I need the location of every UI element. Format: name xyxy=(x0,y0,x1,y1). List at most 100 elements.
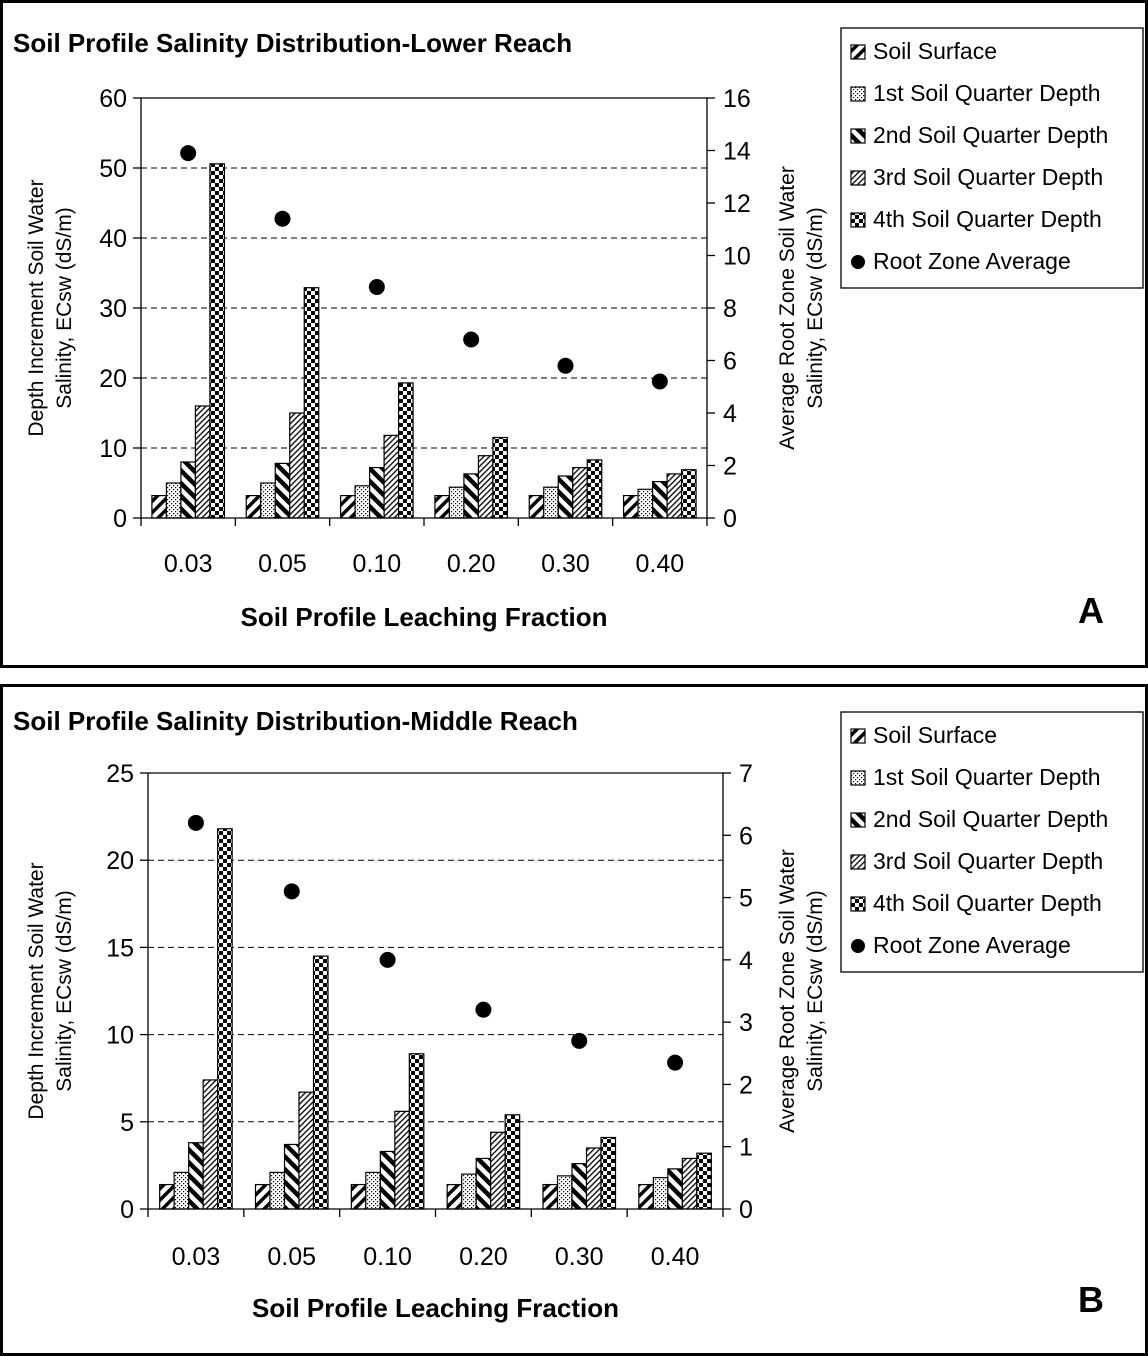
legend-label: 4th Soil Quarter Depth xyxy=(873,206,1102,232)
bar-3-3 xyxy=(368,467,385,519)
y-tick-label: 15 xyxy=(106,934,134,962)
bar-1-6 xyxy=(622,495,639,519)
y2-axis-title: Average Root Zone Soil Water Salinity, EC… xyxy=(776,849,827,1133)
bar-4-6 xyxy=(666,473,683,519)
bar-5-4 xyxy=(504,1114,521,1210)
legend-label: Root Zone Average xyxy=(873,248,1071,274)
root-zone-point-1 xyxy=(187,814,204,831)
bar-4-3 xyxy=(383,434,400,519)
x-tick-label: 0.20 xyxy=(447,550,496,578)
bar-4-2 xyxy=(298,1091,315,1210)
bar-1-3 xyxy=(350,1183,367,1210)
chart-b-svg: Soil Profile Salinity Distribution-Middl… xyxy=(13,706,1144,1323)
root-zone-point-1 xyxy=(180,145,197,162)
root-zone-point-5 xyxy=(571,1032,588,1049)
y2-tick-label: 2 xyxy=(723,453,737,481)
y-tick-label: 60 xyxy=(99,85,127,113)
bar-5-6 xyxy=(680,469,697,519)
bar-1-6 xyxy=(638,1183,654,1210)
bar-1-1 xyxy=(151,495,168,519)
bar-2-3 xyxy=(354,485,371,519)
bar-3-5 xyxy=(557,475,574,519)
chart-a-svg: Soil Profile Salinity Distribution-Lower… xyxy=(13,27,1144,632)
y2-axis-title-line: Salinity, ECsw (dS/m) xyxy=(804,207,827,408)
legend-label: 4th Soil Quarter Depth xyxy=(873,890,1102,916)
legend-label: 1st Soil Quarter Depth xyxy=(873,764,1101,790)
legend-label: 3rd Soil Quarter Depth xyxy=(873,848,1103,874)
root-zone-point-3 xyxy=(368,279,385,295)
root-zone-point-3 xyxy=(379,951,396,968)
bar-1-4 xyxy=(446,1183,463,1210)
legend-marker-root-zone xyxy=(851,939,865,953)
legend-label: Soil Surface xyxy=(873,722,997,748)
bar-4-4 xyxy=(477,455,494,519)
y2-tick-label: 0 xyxy=(739,1196,753,1224)
x-axis-title: Soil Profile Leaching Fraction xyxy=(252,1293,619,1323)
y2-axis-title-line: Average Root Zone Soil Water xyxy=(776,166,799,450)
legend-label: 2nd Soil Quarter Depth xyxy=(873,806,1108,832)
bar-2-4 xyxy=(448,486,465,519)
bar-2-5 xyxy=(543,486,559,519)
bar-3-6 xyxy=(651,481,668,519)
y2-tick-label: 0 xyxy=(723,505,737,533)
x-tick-label: 0.03 xyxy=(164,550,213,578)
legend-swatch xyxy=(850,728,866,744)
y-axis-title-line: Salinity, ECsw (dS/m) xyxy=(53,890,76,1091)
y-tick-label: 0 xyxy=(120,1196,134,1224)
legend-swatch xyxy=(850,86,866,102)
y-tick-label: 20 xyxy=(106,847,134,875)
y-axis-title-line: Depth Increment Soil Water xyxy=(25,862,48,1119)
x-tick-label: 0.30 xyxy=(541,550,590,578)
bar-3-4 xyxy=(463,473,480,519)
bar-1-2 xyxy=(245,495,262,519)
y-axis-title-line: Salinity, ECsw (dS/m) xyxy=(53,207,76,408)
legend xyxy=(840,711,1144,973)
root-zone-point-6 xyxy=(651,373,668,390)
bar-3-1 xyxy=(188,1142,204,1210)
y2-tick-label: 8 xyxy=(723,295,737,323)
legend-label: Root Zone Average xyxy=(873,932,1071,958)
x-tick-label: 0.30 xyxy=(555,1243,604,1271)
y2-tick-label: 14 xyxy=(723,138,751,166)
x-tick-label: 0.03 xyxy=(172,1243,221,1271)
bar-5-6 xyxy=(696,1152,712,1210)
x-tick-label: 0.40 xyxy=(635,550,684,578)
root-zone-point-6 xyxy=(667,1054,684,1071)
bar-5-1 xyxy=(217,828,233,1210)
bar-3-2 xyxy=(283,1143,300,1210)
y2-tick-label: 4 xyxy=(723,400,737,428)
root-zone-point-4 xyxy=(463,331,480,348)
y-tick-label: 25 xyxy=(106,760,134,788)
y2-tick-label: 16 xyxy=(723,85,751,113)
bar-4-1 xyxy=(202,1079,219,1210)
y-axis-title: Depth Increment Soil Water Salinity, ECsw… xyxy=(25,179,76,436)
bar-1-1 xyxy=(159,1183,175,1210)
bar-2-3 xyxy=(365,1171,381,1210)
chart-title: Soil Profile Salinity Distribution-Lower… xyxy=(13,28,572,58)
bar-3-1 xyxy=(180,461,197,519)
y2-axis-title-line: Average Root Zone Soil Water xyxy=(776,849,799,1133)
legend-swatch xyxy=(850,854,866,870)
legend-swatch xyxy=(850,128,866,144)
y-tick-label: 0 xyxy=(113,505,127,533)
bar-1-5 xyxy=(528,495,545,519)
root-zone-point-4 xyxy=(475,1001,492,1018)
bar-1-5 xyxy=(542,1183,559,1210)
root-zone-point-5 xyxy=(557,357,574,374)
bar-3-3 xyxy=(379,1150,396,1210)
y-tick-label: 10 xyxy=(106,1022,134,1050)
bar-5-4 xyxy=(492,436,509,519)
y-tick-label: 5 xyxy=(120,1109,134,1137)
bar-5-5 xyxy=(586,459,603,519)
bar-1-2 xyxy=(254,1183,271,1210)
y2-tick-label: 12 xyxy=(723,190,751,218)
bar-4-2 xyxy=(289,412,305,519)
bar-2-2 xyxy=(269,1171,286,1210)
chart-panel-b: Soil Profile Salinity Distribution-Middl… xyxy=(0,684,1148,1356)
bar-1-3 xyxy=(339,495,356,519)
bar-3-6 xyxy=(667,1168,683,1210)
y2-tick-label: 6 xyxy=(723,348,737,376)
bar-2-4 xyxy=(461,1173,477,1210)
y2-tick-label: 5 xyxy=(739,885,753,913)
y-axis-title: Depth Increment Soil Water Salinity, ECsw… xyxy=(25,862,76,1119)
